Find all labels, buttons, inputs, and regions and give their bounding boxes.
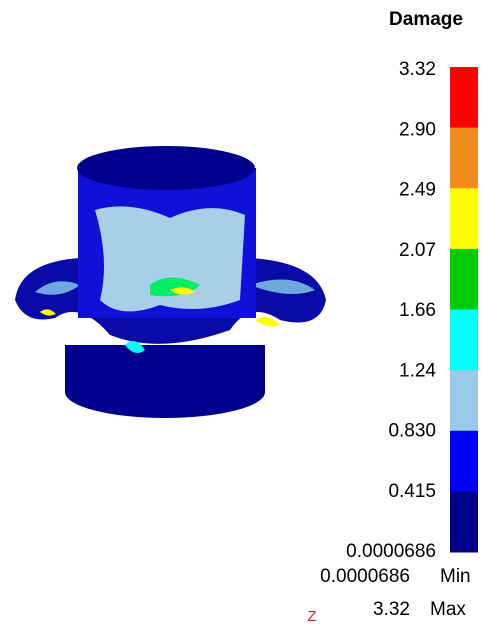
axis-label: Z xyxy=(307,608,316,625)
legend-band xyxy=(450,249,478,310)
legend-label: 2.49 xyxy=(399,180,436,201)
legend-label: 0.415 xyxy=(388,481,436,502)
model xyxy=(15,146,326,418)
legend-band xyxy=(450,188,478,249)
max-label: Max xyxy=(430,599,466,620)
legend-band xyxy=(450,491,478,552)
legend-label: 0.0000686 xyxy=(346,541,436,562)
screen: Damage 3.32 2.90 2.49 2.07 1.66 1.24 0.830 0.41… xyxy=(0,0,484,629)
legend-label: 0.830 xyxy=(388,421,436,442)
legend-band xyxy=(450,431,478,492)
legend-label: 1.66 xyxy=(399,300,436,321)
legend-band xyxy=(450,67,478,128)
max-value: 3.32 xyxy=(373,599,410,620)
legend-label: 3.32 xyxy=(399,59,436,80)
legend-label: 2.90 xyxy=(399,119,436,140)
legend: 3.32 2.90 2.49 2.07 1.66 1.24 0.830 0.415 0.0000… xyxy=(346,59,478,562)
legend-band xyxy=(450,310,478,371)
legend-band xyxy=(450,370,478,431)
legend-title: Damage xyxy=(389,9,463,30)
min-value: 0.0000686 xyxy=(320,566,410,587)
legend-label: 2.07 xyxy=(399,240,436,261)
legend-band xyxy=(450,128,478,189)
min-label: Min xyxy=(440,566,471,587)
legend-label: 1.24 xyxy=(399,360,436,381)
